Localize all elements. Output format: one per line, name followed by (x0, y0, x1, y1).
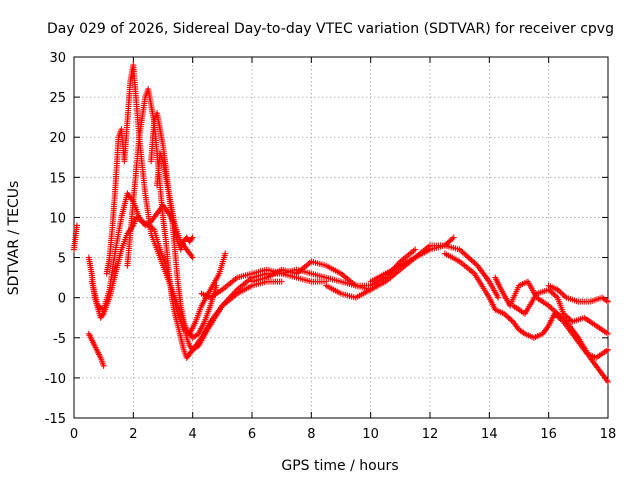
data-point (472, 261, 479, 268)
data-point (189, 234, 196, 241)
data-point (560, 316, 567, 323)
x-tick-label: 16 (540, 427, 557, 442)
series-track-13 (441, 250, 611, 361)
data-point (278, 278, 285, 285)
data-point (551, 291, 558, 298)
x-tick-label: 18 (600, 427, 617, 442)
series-track-8 (154, 150, 196, 253)
series-track-12 (367, 242, 502, 301)
x-tick-label: 10 (362, 427, 379, 442)
y-tick-label: 0 (58, 292, 66, 307)
y-tick-label: 5 (58, 252, 66, 267)
y-axis-label: SDTVAR / TECUs (6, 181, 22, 296)
y-tick-label: 10 (49, 211, 66, 226)
data-point (557, 289, 564, 296)
data-point (561, 317, 568, 324)
y-tick-label: 25 (49, 91, 66, 106)
data-point (450, 234, 457, 241)
data-point (189, 254, 196, 261)
data-point (605, 298, 611, 305)
data-point (505, 314, 512, 321)
data-point (551, 308, 558, 315)
data-point (508, 317, 515, 324)
data-point (559, 290, 566, 297)
data-marks (71, 62, 611, 385)
data-point (563, 313, 570, 320)
series-track-10 (249, 246, 419, 289)
data-point (100, 362, 107, 369)
y-tick-label: 30 (49, 51, 66, 66)
y-tick-label: -5 (53, 332, 66, 347)
data-point (73, 222, 80, 229)
x-tick-label: 12 (422, 427, 439, 442)
data-point (605, 346, 611, 353)
data-point (471, 259, 478, 266)
data-point (605, 378, 611, 385)
data-point (444, 239, 451, 246)
series-track-14 (492, 274, 611, 385)
series-track-15 (510, 286, 611, 337)
data-point (548, 305, 555, 312)
data-point (449, 235, 456, 242)
data-point (556, 312, 563, 319)
data-point (550, 306, 557, 313)
data-point (222, 250, 229, 257)
data-point (213, 282, 220, 289)
data-point (467, 255, 474, 262)
data-point (560, 291, 567, 298)
axis-ticks: 0 2 4 6 8 10 12 14 16 18 -15 -10 -5 0 5 10 15 20 25 30 (45, 51, 617, 442)
data-point (550, 290, 557, 297)
series-track-7 (148, 110, 285, 353)
x-tick-label: 6 (248, 427, 256, 442)
chart-title: Day 029 of 2026, Sidereal Day-to-day VTE… (47, 21, 614, 37)
series-track-16 (545, 282, 611, 305)
data-point (464, 253, 471, 260)
x-tick-label: 4 (189, 427, 197, 442)
data-point (504, 313, 511, 320)
data-point (447, 237, 454, 244)
series-track-1 (71, 222, 80, 253)
data-point (605, 330, 611, 337)
x-tick-label: 14 (481, 427, 498, 442)
series-track-2 (85, 330, 107, 369)
data-point (188, 235, 195, 242)
y-tick-label: -15 (45, 412, 66, 427)
data-point (462, 251, 469, 258)
data-point (99, 312, 106, 319)
x-axis-label: GPS time / hours (281, 458, 398, 474)
data-point (461, 250, 468, 257)
data-point (507, 316, 514, 323)
y-tick-label: 20 (49, 131, 66, 146)
data-point (470, 258, 477, 265)
y-tick-label: 15 (49, 171, 66, 186)
y-tick-label: -10 (45, 372, 66, 387)
data-point (559, 314, 566, 321)
data-point (495, 294, 502, 301)
x-tick-label: 2 (129, 427, 137, 442)
data-point (564, 314, 571, 321)
data-point (459, 249, 466, 256)
x-tick-label: 8 (307, 427, 315, 442)
data-point (465, 254, 472, 261)
data-point (468, 257, 475, 264)
x-tick-label: 0 (70, 427, 78, 442)
data-point (412, 246, 419, 253)
